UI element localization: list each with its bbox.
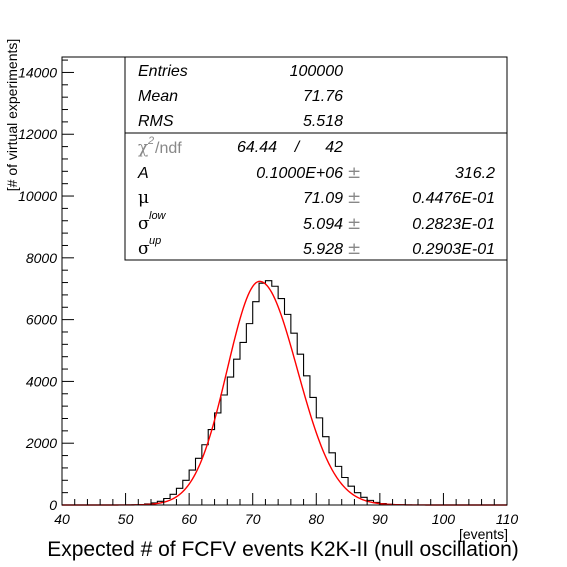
histogram-bin [183, 480, 189, 505]
param-sigma-up-error: 0.2903E-01 [412, 241, 495, 258]
param-sigma-up-value: 5.928 [303, 241, 343, 258]
param-sigma-up-superscript: up [149, 235, 161, 247]
histogram-bin [215, 413, 221, 505]
y-tick-label: 0 [49, 497, 57, 513]
chi2-value: 64.44 [237, 139, 277, 156]
axes: 40 50 60 70 80 90 100 110 0 2000 4000 6000 8000 10000… [18, 56, 519, 527]
histogram-bin [234, 359, 240, 505]
histogram-bin [221, 395, 227, 505]
chi2-separator: / [294, 139, 301, 156]
histogram-bin [335, 466, 341, 505]
histogram-bin [253, 302, 259, 505]
stat-entries-value: 100000 [290, 63, 343, 80]
histogram-bin [297, 354, 303, 505]
stat-mean-value: 71.76 [303, 88, 343, 105]
stat-mean-label: Mean [138, 88, 178, 105]
chi2-ndf-label: /ndf [155, 140, 182, 157]
histogram-bin [310, 397, 316, 505]
y-tick-label: 14000 [18, 64, 57, 80]
y-tick-label: 8000 [26, 250, 57, 266]
param-sigma-up-pm: ± [347, 239, 361, 259]
y-tick-label: 2000 [25, 435, 57, 451]
histogram-bin [208, 430, 214, 505]
histogram-bin [240, 342, 246, 505]
param-sigma-up-symbol: σ [138, 239, 150, 259]
histogram-bin [323, 437, 329, 505]
x-tick-label: 110 [496, 511, 519, 527]
x-tick-label: 80 [308, 511, 324, 527]
y-tick-label: 4000 [26, 373, 57, 389]
param-a-symbol: A [137, 165, 149, 182]
histogram-bin [278, 299, 284, 505]
histogram-bin [316, 418, 322, 505]
stat-rms-value: 5.518 [303, 113, 343, 130]
stat-entries-label: Entries [138, 63, 188, 80]
histogram-bin [272, 286, 278, 505]
stat-rms-label: RMS [138, 113, 174, 130]
x-tick-label: 90 [372, 511, 388, 527]
chart-title: Expected # of FCFV events K2K-II (null o… [47, 538, 519, 561]
param-sigma-low-pm: ± [347, 214, 361, 234]
x-tick-label: 70 [245, 511, 261, 527]
histogram-bin [342, 478, 348, 505]
histogram-bin [265, 281, 271, 505]
x-tick-label: 40 [54, 511, 70, 527]
histogram-bin [259, 283, 265, 505]
chi2-superscript: 2 [147, 135, 154, 147]
param-mu-error: 0.4476E-01 [412, 190, 495, 207]
x-axis-label: [events] [459, 526, 508, 542]
y-tick-label: 6000 [26, 312, 57, 328]
param-sigma-low-superscript: low [149, 210, 167, 222]
y-axis-label: [# of virtual experiments] [4, 39, 20, 192]
histogram-bin [329, 453, 335, 505]
histogram-outline [62, 280, 507, 506]
stats-box: Entries 100000 Mean 71.76 RMS 5.518 χ 2 … [124, 56, 508, 261]
param-mu-symbol: μ [138, 188, 149, 208]
param-a-value: 0.1000E+06 [256, 165, 343, 182]
param-mu-value: 71.09 [303, 190, 343, 207]
param-a-pm: ± [347, 163, 361, 183]
x-tick-label: 50 [118, 511, 134, 527]
ndf-value: 42 [325, 139, 343, 156]
param-sigma-low-value: 5.094 [303, 216, 343, 233]
param-sigma-low-symbol: σ [138, 214, 150, 234]
chi2-symbol: χ [138, 138, 148, 158]
histogram-bin [202, 445, 208, 505]
param-mu-pm: ± [347, 188, 361, 208]
x-tick-label: 60 [181, 511, 197, 527]
y-tick-label: 10000 [18, 188, 57, 204]
histogram-bin [246, 324, 252, 505]
histogram-bin [227, 377, 233, 505]
param-sigma-low-error: 0.2823E-01 [412, 216, 495, 233]
x-tick-label: 100 [432, 511, 456, 527]
y-tick-label: 12000 [18, 126, 57, 142]
param-a-error: 316.2 [455, 165, 495, 182]
